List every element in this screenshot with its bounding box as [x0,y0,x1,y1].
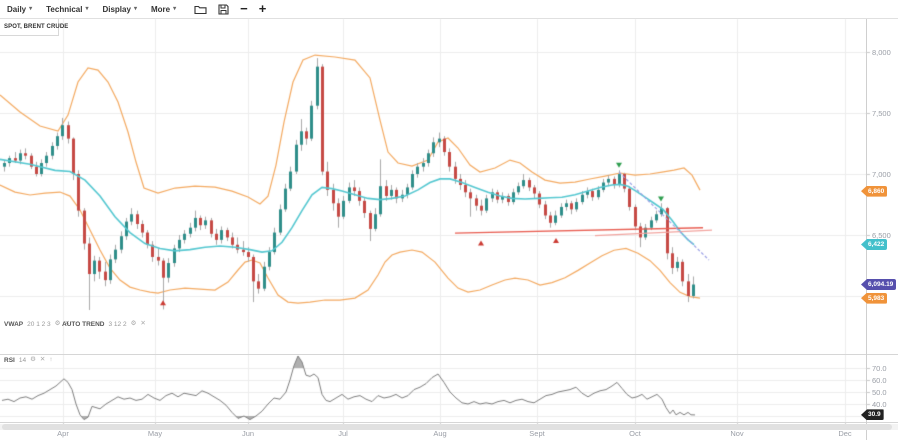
expand-arrow-icon[interactable]: ↑ [49,356,53,364]
price-tag-vwap-value: 6,422 [861,239,888,251]
gear-icon[interactable]: ⚙ [130,320,137,328]
indicator-row-vwap: VWAP 20 1 2 3 ⚙ ✕ [4,321,70,328]
close-icon[interactable]: ✕ [64,320,70,328]
month-axis-label: May [147,429,163,438]
month-axis-label: Sept [529,429,545,438]
gear-icon[interactable]: ⚙ [30,356,36,364]
price-tag-lower-band-value: 5,983 [861,292,888,304]
rsi-axis-label: 70.0 [872,363,887,373]
close-icon[interactable]: ✕ [140,320,146,328]
price-axis-label: 7,500 [872,108,891,118]
vwap-indicator-label: VWAP [4,321,24,328]
price-tag-value: 5,983 [868,294,885,302]
price-tag-last-price: 6,094.19 [861,279,897,290]
price-axis-label: 7,000 [872,169,891,179]
gear-icon[interactable]: ⚙ [54,320,61,328]
month-axis-label: Nov [730,429,744,438]
month-axis-label: Aug [433,429,447,438]
horizontal-scrollbar[interactable] [0,424,898,430]
symbol-label: SPOT, BRENT CRUDE [4,24,69,30]
price-axis-label: 6,500 [872,230,891,240]
scrollbar-thumb[interactable] [2,424,892,430]
axis-divider [0,422,898,423]
month-axis-label: Jul [338,429,348,438]
rsi-tag-value: 30.9 [868,411,881,419]
price-tag-value: 6,860 [868,187,885,195]
price-tag-upper-band-value: 6,860 [861,185,888,197]
rsi-indicator-params: 14 [18,357,27,364]
price-axis-line [866,19,867,440]
symbol-box: SPOT, BRENT CRUDE [0,19,68,36]
rsi-value-tag: 30.9 [861,409,884,421]
auto-trend-indicator-params: 3 12 2 [108,321,127,328]
indicator-row-rsi: RSI 14 ⚙ ✕ ↑ [4,357,53,364]
rsi-axis-label: 40.0 [872,399,887,409]
month-axis-label: Dec [838,429,852,438]
auto-trend-indicator-label: AUTO TREND [62,321,105,328]
rsi-axis-label: 60.0 [872,375,887,385]
month-axis-label: Jun [241,429,255,438]
vwap-indicator-params: 20 1 2 3 [27,321,51,328]
rsi-indicator-label: RSI [4,357,15,364]
price-tag-value: 6,094.19 [868,281,894,288]
panel-divider[interactable] [0,354,898,355]
month-axis-label: Apr [57,429,69,438]
price-tag-value: 6,422 [868,241,885,249]
close-icon[interactable]: ✕ [39,356,46,364]
month-axis-label: Oct [629,429,641,438]
indicator-row-auto-trend: AUTO TREND 3 12 2 ⚙ ✕ [62,321,146,328]
rsi-axis-label: 50.0 [872,387,887,397]
price-axis-label: 8,000 [872,47,891,57]
